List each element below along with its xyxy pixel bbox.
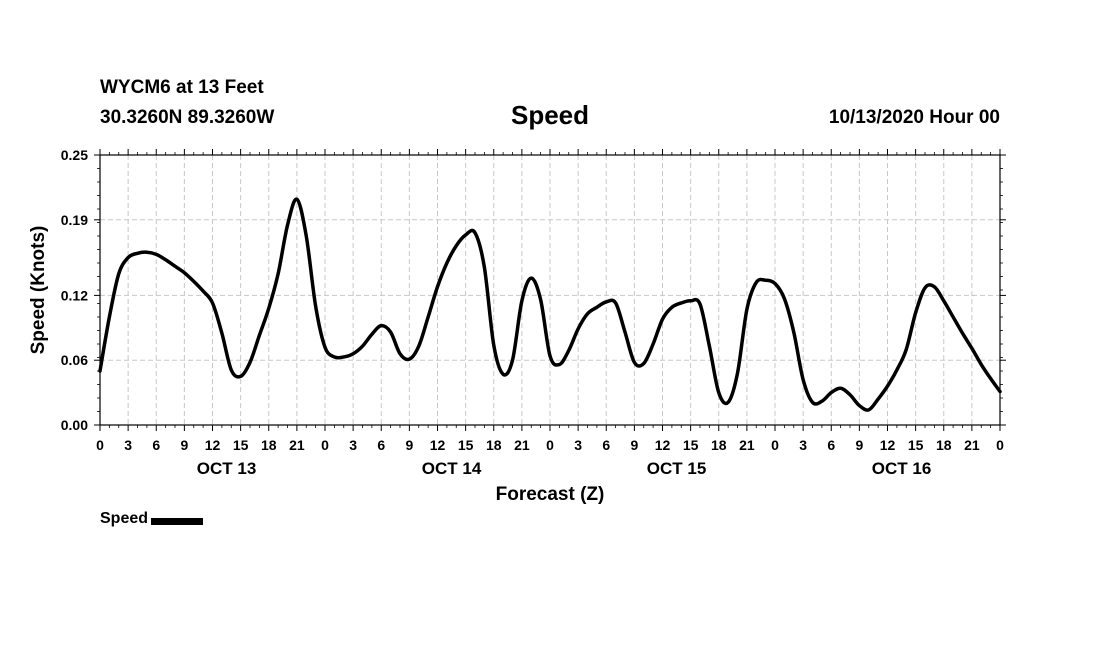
series-layer [98,197,1002,412]
x-tick-label: 3 [799,437,807,453]
grid-lines [100,155,1000,425]
x-tick-label: 9 [855,437,863,453]
day-label: OCT 15 [647,459,707,478]
x-tick-label: 15 [683,437,699,453]
chart-title: Speed [510,100,590,130]
day-label: OCT 14 [422,459,482,478]
legend-swatch [151,517,204,525]
y-tick-label: 0.25 [61,147,88,163]
x-axis-title: Forecast (Z) [496,484,605,505]
legend: Speed [100,510,204,528]
y-tick-label: 0.19 [61,212,88,228]
x-tick-label: 6 [827,437,835,453]
y-tick-label: 0.06 [61,352,88,368]
x-tick-label: 3 [124,437,132,453]
x-tick-label: 15 [458,437,474,453]
x-tick-label: 12 [205,437,221,453]
x-tick-label: 0 [771,437,779,453]
x-tick-label: 9 [630,437,638,453]
x-tick-label: 12 [655,437,671,453]
x-tick-label: 6 [377,437,385,453]
x-tick-label: 21 [514,437,530,453]
x-tick-label: 0 [996,437,1004,453]
x-tick-label: 0 [321,437,329,453]
station-label: WYCM6 at 13 Feet [100,77,264,98]
x-tick-label: 9 [405,437,413,453]
x-tick-label: 21 [964,437,980,453]
axis-ticks [94,149,1006,431]
y-axis-title: Speed (Knots) [28,226,49,355]
series-line-speed [98,197,1002,412]
x-tick-label: 18 [711,437,727,453]
x-tick-label: 21 [739,437,755,453]
x-tick-label: 0 [96,437,104,453]
x-tick-label: 9 [180,437,188,453]
x-tick-label: 18 [486,437,502,453]
x-tick-label: 3 [349,437,357,453]
day-label: OCT 16 [872,459,932,478]
x-tick-label: 15 [233,437,249,453]
x-tick-label: 18 [261,437,277,453]
y-tick-label: 0.00 [61,417,88,433]
x-tick-label: 3 [574,437,582,453]
forecast-timestamp: 10/13/2020 Hour 00 [828,107,1000,128]
axis-labels: 0.00 0.06 0.12 0.19 0.25 0 3 6 9 12 15 18 21 0 3 6 9 12 15… [28,147,1004,505]
x-tick-label: 6 [152,437,160,453]
x-tick-label: 12 [880,437,896,453]
x-tick-label: 12 [430,437,446,453]
x-tick-label: 6 [602,437,610,453]
x-tick-label: 15 [908,437,924,453]
y-tick-label: 0.12 [61,287,88,303]
day-label: OCT 13 [197,459,257,478]
legend-label: Speed [100,510,149,527]
coordinates-label: 30.3260N 89.3260W [100,107,275,128]
x-tick-label: 21 [289,437,305,453]
x-tick-label: 0 [546,437,554,453]
x-tick-label: 18 [936,437,952,453]
